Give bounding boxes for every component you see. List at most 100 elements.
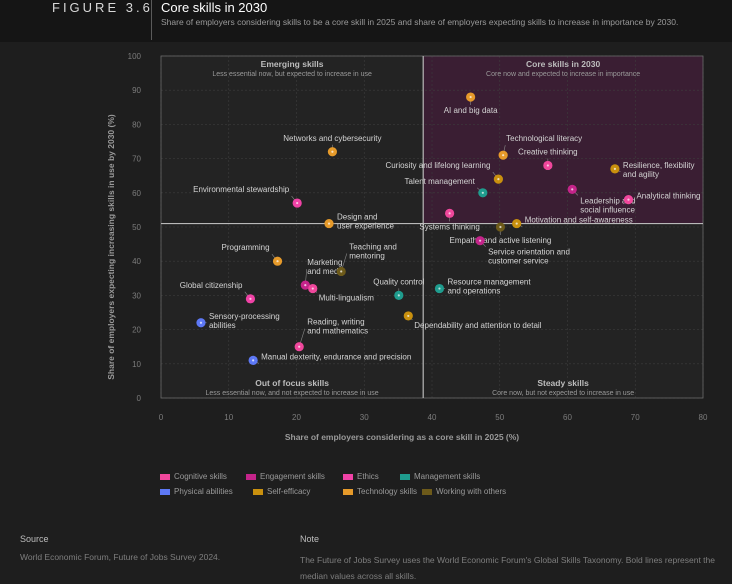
quadrant-subtitle: Core now, but not expected to increase i…	[492, 390, 634, 397]
point-label-line: Technological literacy	[506, 134, 582, 143]
legend-item: Engagement skills	[246, 472, 325, 481]
point-label: Environmental stewardship	[193, 185, 290, 194]
x-tick-label: 20	[292, 413, 301, 422]
point-label-line: Networks and cybersecurity	[283, 134, 381, 143]
data-point-center	[469, 95, 472, 99]
data-point-center	[515, 222, 518, 225]
point-label: Global citizenship	[180, 281, 243, 290]
point-label-line: Talent management	[405, 177, 476, 186]
point-label: Creative thinking	[518, 147, 578, 156]
x-tick-label: 60	[563, 413, 572, 422]
x-tick-label: 0	[159, 413, 164, 422]
legend-item: Technology skills	[343, 487, 417, 496]
data-point-center	[252, 359, 255, 362]
point-label: Teaching and mentoring	[349, 242, 397, 260]
point-label-line: and operations	[447, 287, 500, 296]
point-label-line: Service orientation and	[488, 248, 570, 257]
point-label-line: Quality control	[373, 277, 424, 286]
legend-label: Management skills	[414, 472, 481, 481]
y-tick-label: 50	[132, 223, 141, 232]
point-label-line: user experience	[337, 222, 394, 231]
point-label-line: Programming	[222, 243, 270, 252]
y-tick-label: 100	[128, 52, 142, 61]
quadrant-subtitle: Less essential now, and not expected to …	[206, 390, 379, 397]
scatter-chart: 0 10 20 30 40 50 60 70 80 90 100 0 10 20 30 40 50 60 70 80 E…	[106, 52, 708, 442]
point-label: AI and big data	[444, 106, 498, 115]
point-label-line: Resilience, flexibility	[623, 161, 695, 170]
figure-subtitle: Share of employers considering skills to…	[161, 17, 679, 27]
point-label-line: customer service	[488, 257, 549, 266]
point-label: Marketing and media	[307, 258, 345, 276]
point-label: Dependability and attention to detail	[414, 321, 541, 330]
figure-label: FIGURE 3.6	[52, 0, 153, 15]
point-label: Curiosity and lifelong learning	[385, 161, 490, 170]
point-label-line: Reading, writing	[307, 318, 364, 327]
point-label: Multi-lingualism	[319, 294, 374, 303]
y-tick-label: 60	[132, 189, 141, 198]
legend-label: Engagement skills	[260, 472, 325, 481]
legend-label: Ethics	[357, 472, 379, 481]
data-point-center	[397, 294, 400, 297]
point-label-line: Design and	[337, 213, 377, 222]
core-quadrant-highlight	[423, 56, 703, 224]
figure-title: Core skills in 2030	[161, 0, 268, 15]
point-label: Leadership and social influence	[580, 196, 635, 214]
legend-item: Ethics	[343, 472, 379, 481]
quadrant-subtitle: Less essential now, but expected to incr…	[212, 71, 372, 78]
quadrant-subtitle: Core now and expected to increase in imp…	[486, 71, 640, 78]
point-label-line: and media	[307, 267, 345, 276]
point-label-line: abilities	[209, 321, 236, 330]
data-point-center	[298, 345, 301, 348]
point-label-line: Multi-lingualism	[319, 294, 374, 303]
y-tick-label: 80	[132, 120, 141, 129]
point-label-line: Curiosity and lifelong learning	[385, 161, 490, 170]
data-point-center	[448, 212, 451, 215]
legend-swatch	[400, 473, 410, 480]
data-point-center	[499, 225, 502, 229]
point-label-line: Analytical thinking	[636, 192, 700, 201]
legend-swatch	[160, 473, 170, 480]
point-label: Empathy and active listening	[450, 236, 552, 245]
source-heading: Source	[20, 534, 49, 544]
point-label: Reading, writing and mathematics	[307, 318, 368, 336]
point-label-line: Resource management	[447, 278, 531, 287]
point-label: Resource management and operations	[447, 278, 531, 296]
point-label-line: mentoring	[349, 251, 385, 260]
legend-label: Technology skills	[357, 487, 418, 496]
x-axis-label: Share of employers considering as a core…	[285, 432, 519, 442]
data-point-center	[199, 321, 203, 324]
legend-swatch	[343, 473, 353, 480]
legend-item: Management skills	[400, 472, 480, 481]
point-label-line: social influence	[580, 205, 635, 214]
legend-label: Physical abilities	[174, 487, 233, 496]
legend-item: Self-efficacy	[253, 487, 310, 496]
note-text: The Future of Jobs Survey uses the World…	[300, 555, 716, 581]
y-axis-label: Share of employers expecting increasing …	[106, 114, 116, 380]
point-label: Design and user experience	[337, 213, 394, 231]
data-point-center	[296, 201, 299, 205]
point-label-line: Environmental stewardship	[193, 185, 290, 194]
legend-swatch	[422, 488, 432, 495]
x-tick-label: 30	[360, 413, 369, 422]
point-label-line: Empathy and active listening	[450, 236, 552, 245]
x-tick-label: 80	[699, 413, 708, 422]
data-point-center	[311, 287, 314, 290]
point-label: Manual dexterity, endurance and precisio…	[261, 352, 411, 361]
legend-label: Working with others	[436, 487, 507, 496]
data-point-center	[481, 191, 484, 194]
y-tick-label: 0	[137, 394, 142, 403]
y-tick-label: 40	[132, 257, 141, 266]
quadrant-title: Emerging skills	[261, 59, 324, 69]
legend-swatch	[343, 488, 353, 495]
legend-label: Cognitive skills	[174, 472, 227, 481]
y-tick-label: 20	[132, 326, 141, 335]
legend-item: Cognitive skills	[160, 472, 227, 481]
point-label: Talent management	[405, 177, 476, 186]
x-tick-label: 10	[224, 413, 233, 422]
point-label-line: Teaching and	[349, 242, 397, 251]
point-label: Networks and cybersecurity	[283, 134, 381, 143]
data-point-center	[571, 188, 574, 191]
data-point-center	[438, 287, 441, 290]
data-point-center	[276, 260, 279, 263]
x-tick-label: 50	[495, 413, 504, 422]
